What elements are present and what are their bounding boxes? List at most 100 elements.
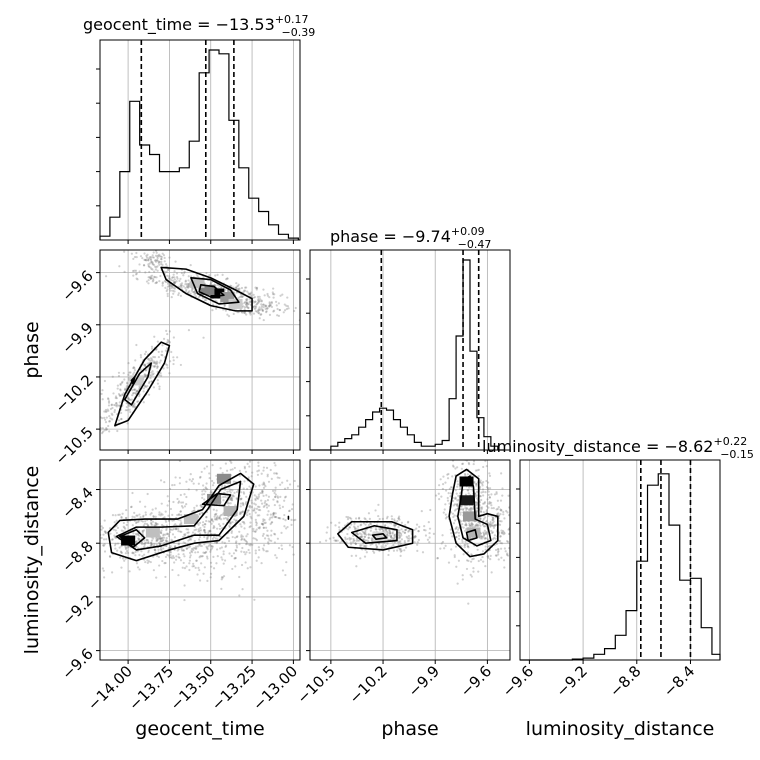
scatter-point xyxy=(330,521,333,524)
scatter-point xyxy=(155,251,158,254)
scatter-point xyxy=(141,555,144,558)
scatter-point xyxy=(240,537,244,540)
scatter-point xyxy=(169,287,172,290)
scatter-point xyxy=(116,429,119,433)
hist-step xyxy=(99,49,299,240)
scatter-point xyxy=(491,531,494,534)
scatter-point xyxy=(166,285,169,288)
scatter-point xyxy=(248,485,251,488)
scatter-point xyxy=(164,555,168,559)
scatter-point xyxy=(481,550,485,553)
scatter-point xyxy=(257,309,260,312)
scatter-point xyxy=(416,541,419,544)
scatter-point xyxy=(477,524,480,527)
scatter-point xyxy=(296,485,300,488)
scatter-point xyxy=(459,511,462,514)
scatter-point xyxy=(146,524,150,527)
scatter-point xyxy=(438,498,441,501)
scatter-point xyxy=(353,525,356,528)
scatter-point xyxy=(423,528,426,532)
scatter-point xyxy=(269,522,272,526)
scatter-point xyxy=(144,258,148,261)
scatter-point xyxy=(160,260,163,263)
scatter-point xyxy=(149,541,153,544)
scatter-point xyxy=(457,534,461,537)
scatter-point xyxy=(111,375,114,378)
scatter-point xyxy=(216,515,219,518)
scatter-point xyxy=(147,257,150,260)
scatter-point xyxy=(261,309,264,312)
scatter-point xyxy=(468,522,471,525)
scatter-point xyxy=(155,522,158,525)
scatter-point xyxy=(459,508,462,511)
scatter-point xyxy=(390,522,393,525)
scatter-point xyxy=(374,509,377,512)
scatter-point xyxy=(245,540,248,544)
scatter-point xyxy=(268,302,271,305)
scatter-point xyxy=(103,550,107,553)
scatter-point xyxy=(104,531,108,535)
scatter-point xyxy=(160,255,163,259)
scatter-point xyxy=(120,381,124,384)
scatter-point xyxy=(504,550,507,553)
scatter-point xyxy=(260,300,263,303)
scatter-point xyxy=(257,493,260,496)
contour-line xyxy=(130,376,136,385)
scatter-point xyxy=(108,415,111,418)
scatter-point xyxy=(288,509,291,513)
scatter-point xyxy=(135,521,138,524)
scatter-point xyxy=(336,539,339,542)
scatter-point xyxy=(486,498,489,501)
scatter-point xyxy=(216,538,219,541)
scatter-point xyxy=(262,288,265,291)
scatter-point xyxy=(487,490,490,493)
scatter-point xyxy=(467,602,470,605)
scatter-point xyxy=(169,546,172,550)
scatter-point xyxy=(177,556,180,559)
scatter-point xyxy=(502,559,506,562)
scatter-point xyxy=(111,413,114,416)
scatter-point xyxy=(199,543,202,546)
scatter-point xyxy=(103,576,106,579)
scatter-point xyxy=(120,551,123,554)
scatter-point xyxy=(260,502,264,505)
scatter-point xyxy=(185,503,188,506)
scatter-point xyxy=(495,491,498,494)
scatter-point xyxy=(144,364,147,368)
scatter-point xyxy=(108,430,111,433)
scatter-point xyxy=(166,288,169,291)
scatter-point xyxy=(265,550,268,553)
scatter-point xyxy=(149,257,152,261)
scatter-point xyxy=(466,543,469,546)
scatter-point xyxy=(164,363,168,366)
scatter-point xyxy=(173,483,176,487)
scatter-point xyxy=(172,359,175,362)
scatter-point xyxy=(272,511,275,515)
scatter-point xyxy=(212,508,215,511)
contour-line xyxy=(160,266,253,312)
scatter-point xyxy=(231,535,234,539)
scatter-point xyxy=(208,543,211,546)
scatter-point xyxy=(494,554,498,557)
scatter-point xyxy=(108,420,111,423)
scatter-point xyxy=(451,535,454,538)
scatter-point xyxy=(455,535,458,539)
scatter-point xyxy=(261,523,264,526)
scatter-point xyxy=(350,523,353,526)
scatter-point xyxy=(128,408,131,411)
scatter-point xyxy=(175,272,179,275)
scatter-point xyxy=(197,296,200,299)
scatter-point xyxy=(155,576,158,579)
scatter-point xyxy=(123,270,126,273)
scatter-point xyxy=(173,287,176,290)
scatter-point xyxy=(194,292,197,295)
scatter-point xyxy=(456,504,459,508)
scatter-point xyxy=(153,548,156,551)
scatter-point xyxy=(496,512,499,516)
scatter-point xyxy=(272,513,275,516)
scatter-point xyxy=(103,379,107,383)
scatter-point xyxy=(109,417,112,420)
scatter-point xyxy=(169,553,172,557)
scatter-point xyxy=(487,556,490,559)
scatter-point xyxy=(142,390,145,393)
